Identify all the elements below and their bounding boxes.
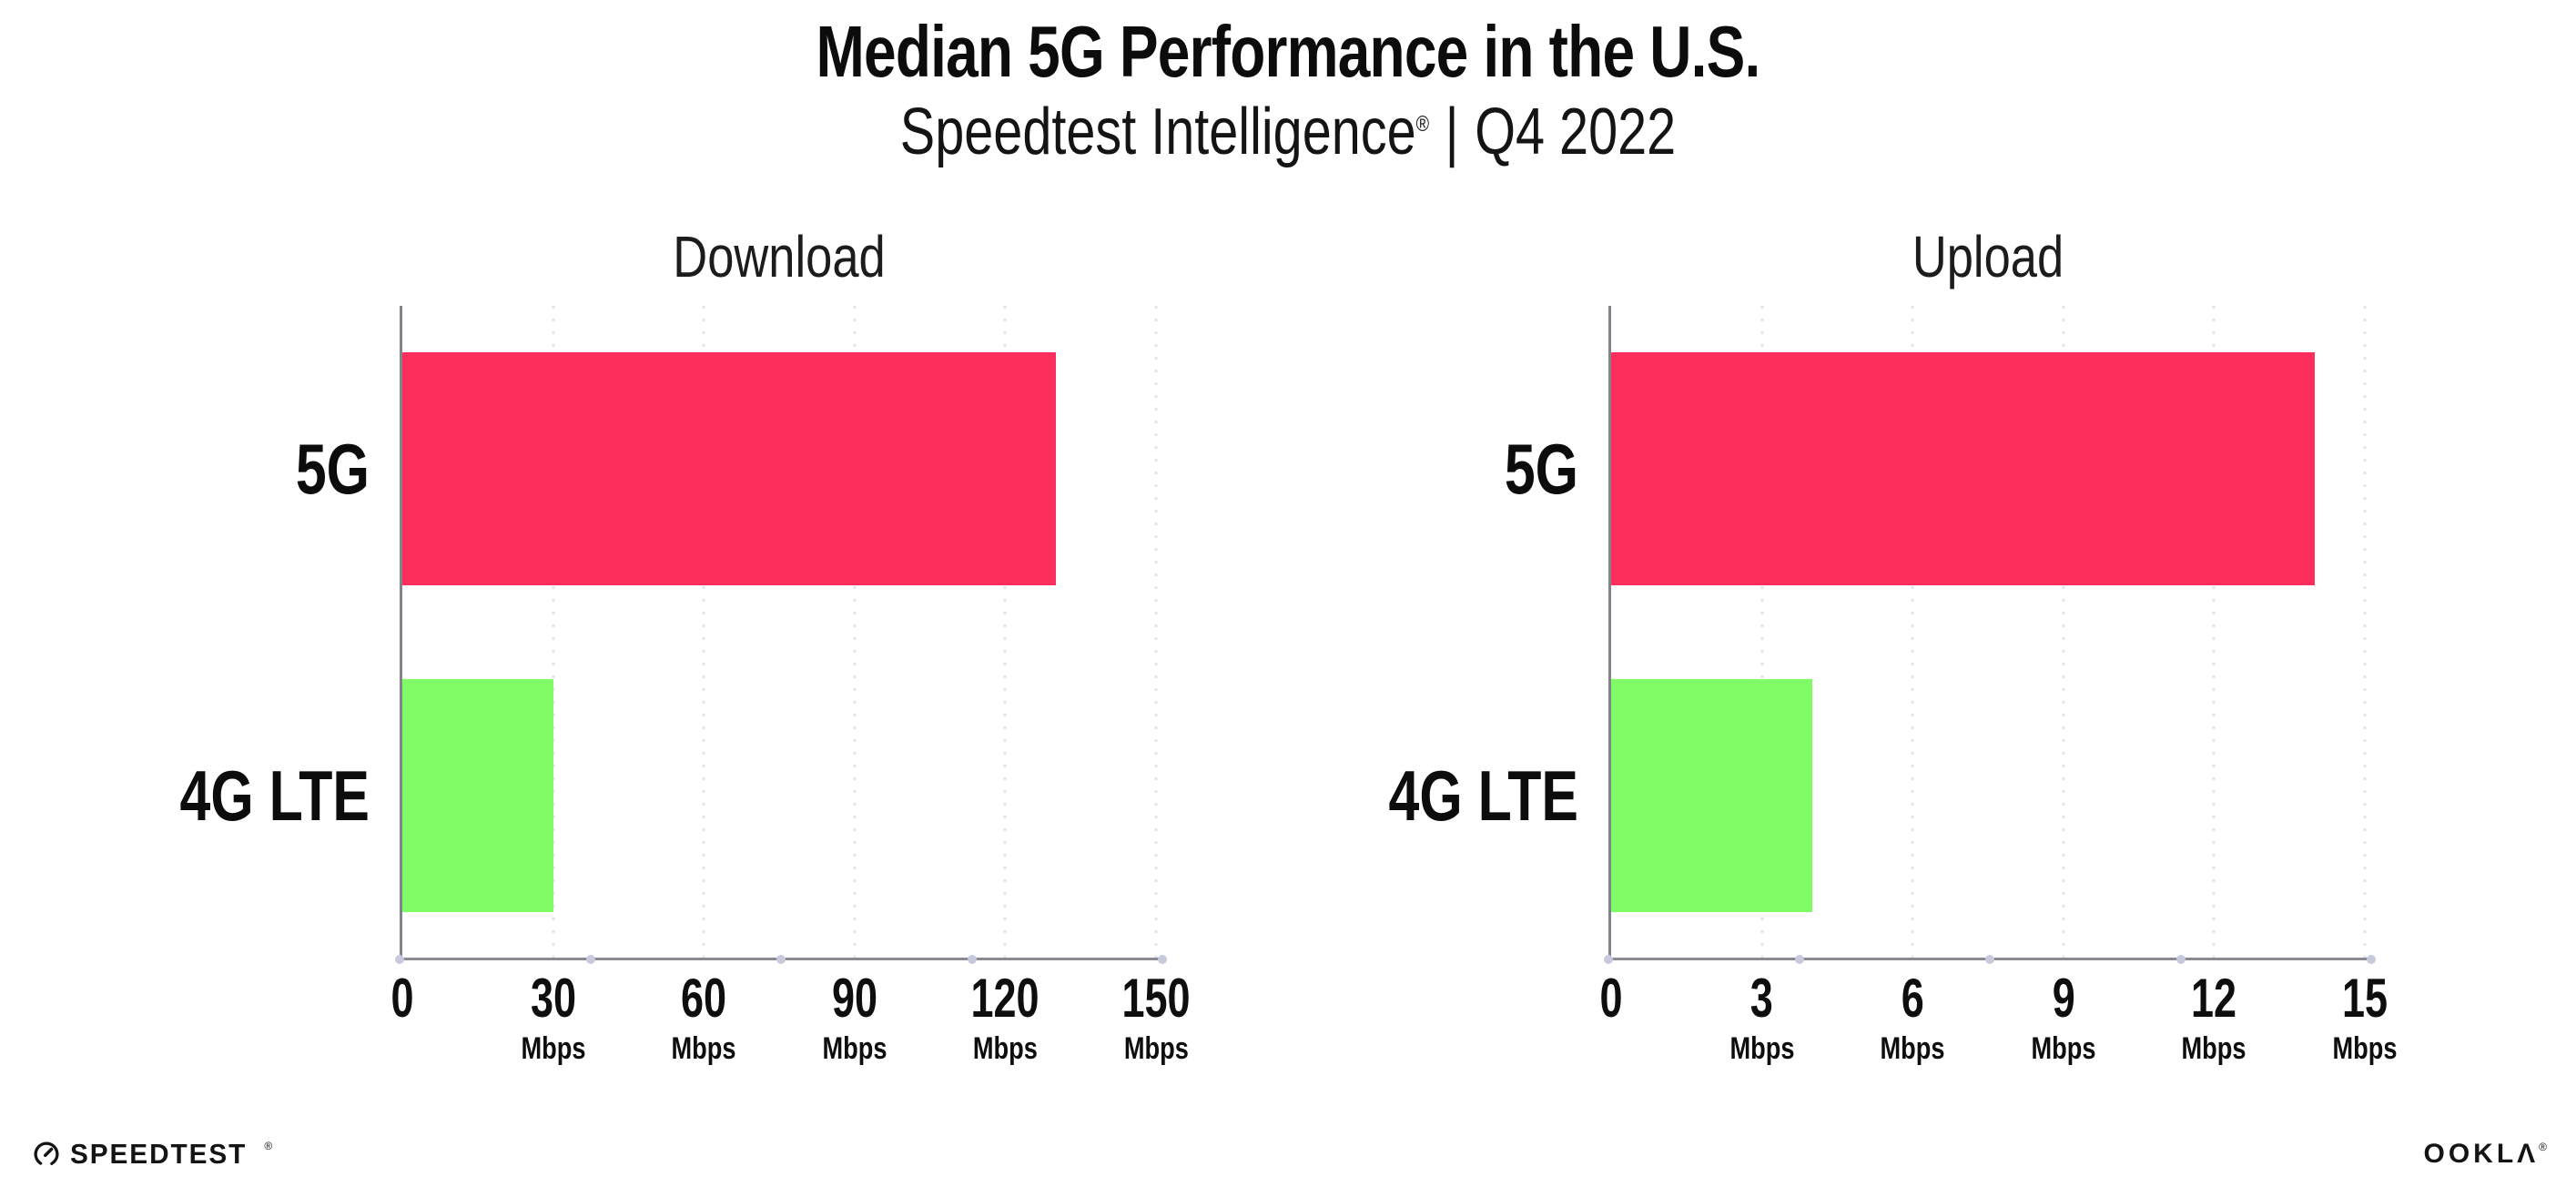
x-tick-value: 150 [1121,968,1191,1029]
x-tick: 0 [387,971,417,1026]
x-tick-value: 120 [970,968,1040,1029]
x-tick: 15 Mbps [2325,968,2406,1066]
gridline [2363,306,2367,959]
bar-4g-lte-upload [1611,679,1812,912]
x-tick: 12 Mbps [2174,968,2255,1066]
x-tick: 3 Mbps [1721,968,1802,1066]
category-label-5g: 5G [1504,429,1578,509]
x-tick: 9 Mbps [2023,968,2104,1066]
x-axis-line [1604,954,2376,964]
y-axis-spine [400,306,402,960]
registered-mark: ® [264,1140,273,1152]
x-tick-value: 0 [390,968,414,1029]
y-axis-spine [1608,306,1611,960]
category-label-5g: 5G [295,429,370,509]
x-tick-unit: Mbps [1729,1031,1795,1066]
x-tick-value: 30 [530,968,576,1029]
header: Median 5G Performance in the U.S. Speedt… [0,11,2576,169]
gridline [853,306,857,959]
speedtest-wordmark: SPEEDTEST [70,1138,248,1170]
bar-5g-download [402,352,1056,585]
x-tick: 120 Mbps [959,968,1050,1066]
x-tick: 30 Mbps [512,968,593,1066]
x-tick-unit: Mbps [2332,1031,2398,1066]
x-axis-line [395,954,1167,964]
bar-4g-lte-download [402,679,553,912]
x-tick: 0 [1596,971,1626,1026]
ookla-logo: OOKLΛ ® [2423,1139,2547,1170]
axis-tick-dot [1985,954,1994,964]
download-chart: Download 5G 4G LTE 0 30 Mbps 60 Mbps 90 Mbps 12… [180,228,1191,1064]
x-tick-value: 15 [2341,968,2388,1029]
gridline [1003,306,1007,959]
x-tick-unit: Mbps [1880,1031,1945,1066]
axis-tick-dot [585,954,595,964]
x-tick-unit: Mbps [2031,1031,2096,1066]
axis-tick-dot [2367,954,2376,964]
x-tick-unit: Mbps [2181,1031,2246,1066]
registered-mark: ® [2539,1141,2547,1153]
bar-5g-upload [1611,352,2315,585]
x-tick-value: 12 [2191,968,2237,1029]
gridline [2212,306,2216,959]
x-tick: 6 Mbps [1872,968,1953,1066]
gridline [702,306,705,959]
axis-tick-dot [1604,954,1613,964]
upload-chart-title: Upload [1912,224,2064,289]
x-tick-value: 9 [2052,968,2075,1029]
x-tick: 150 Mbps [1111,968,1202,1066]
gridline [1760,306,1764,959]
x-tick-value: 60 [681,968,727,1029]
x-tick-unit: Mbps [671,1031,736,1066]
x-tick-unit: Mbps [521,1031,586,1066]
registered-mark: ® [1415,111,1430,137]
x-tick: 90 Mbps [814,968,895,1066]
speedtest-logo: SPEEDTEST ® [33,1138,272,1171]
subtitle: Speedtest Intelligence® | Q4 2022 [258,95,2318,170]
x-tick-value: 6 [1901,968,1924,1029]
download-chart-title: Download [673,224,886,289]
gridline [2062,306,2065,959]
upload-chart: Upload 5G 4G LTE 0 3 Mbps 6 Mbps 9 Mbps 12 Mbps 1… [1389,228,2398,1064]
category-label-4g-lte: 4G LTE [179,756,370,836]
x-tick-unit: Mbps [972,1031,1038,1066]
x-tick-unit: Mbps [822,1031,887,1066]
category-label-4g-lte: 4G LTE [1388,756,1578,836]
axis-tick-dot [776,954,786,964]
ookla-wordmark: OOKLΛ [2423,1139,2540,1169]
x-tick-unit: Mbps [1123,1031,1189,1066]
x-tick: 60 Mbps [664,968,745,1066]
gridline [1154,306,1158,959]
axis-tick-dot [395,954,404,964]
axis-tick-dot [2175,954,2186,964]
gridline [1911,306,1914,959]
x-tick-value: 90 [831,968,877,1029]
page-title: Median 5G Performance in the U.S. [816,11,1761,92]
axis-tick-dot [1794,954,1804,964]
footer: SPEEDTEST ® OOKLΛ ® [33,1134,2547,1174]
x-tick-value: 3 [1750,968,1774,1029]
axis-tick-dot [1158,954,1167,964]
gridline [552,306,555,959]
speedtest-gauge-icon [34,1141,59,1167]
subtitle-separator: | [1445,95,1459,168]
axis-tick-dot [967,954,977,964]
subtitle-brand: Speedtest Intelligence [899,95,1416,168]
x-tick-value: 0 [1599,968,1623,1029]
subtitle-period: Q4 2022 [1475,95,1677,168]
